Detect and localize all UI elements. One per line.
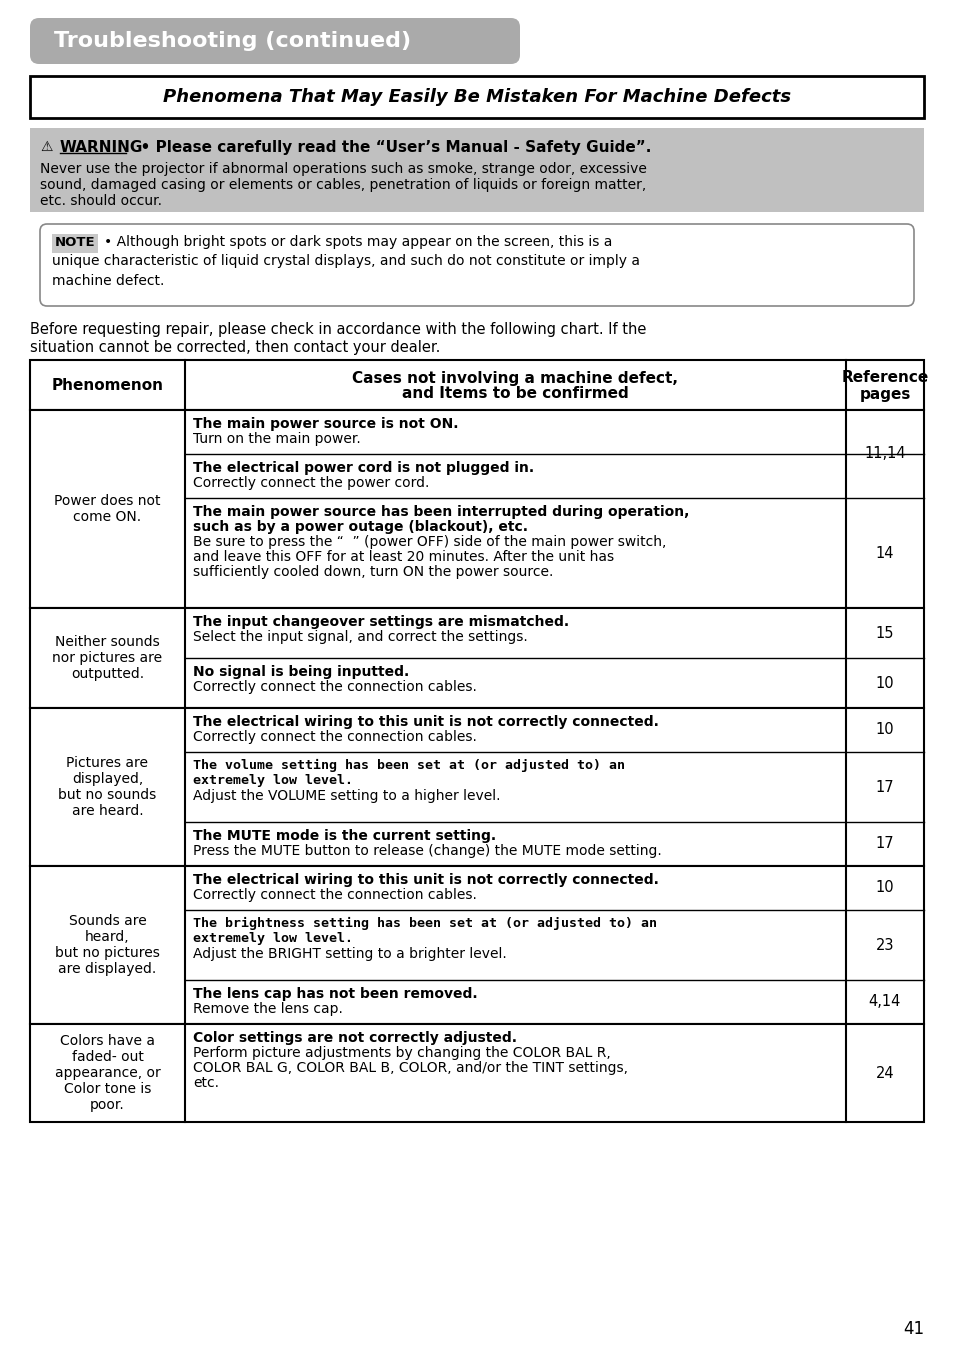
Text: The main power source has been interrupted during operation,: The main power source has been interrupt… bbox=[193, 505, 689, 519]
Bar bbox=[30, 127, 923, 211]
Text: The input changeover settings are mismatched.: The input changeover settings are mismat… bbox=[193, 615, 569, 629]
Text: Correctly connect the connection cables.: Correctly connect the connection cables. bbox=[193, 680, 476, 694]
Text: 24: 24 bbox=[875, 1065, 893, 1080]
Text: The electrical wiring to this unit is not correctly connected.: The electrical wiring to this unit is no… bbox=[193, 873, 659, 888]
Bar bbox=[30, 411, 923, 608]
Text: 10: 10 bbox=[875, 722, 893, 737]
Bar bbox=[30, 360, 923, 411]
Text: Perform picture adjustments by changing the COLOR BAL R,: Perform picture adjustments by changing … bbox=[193, 1046, 610, 1060]
Text: 14: 14 bbox=[875, 546, 893, 561]
Text: The brightness setting has been set at (or adjusted to) an: The brightness setting has been set at (… bbox=[193, 917, 657, 930]
Text: Troubleshooting (continued): Troubleshooting (continued) bbox=[54, 31, 411, 51]
Text: Neither sounds
nor pictures are
outputted.: Neither sounds nor pictures are outputte… bbox=[52, 634, 162, 682]
Text: Correctly connect the connection cables.: Correctly connect the connection cables. bbox=[193, 888, 476, 902]
Text: Phenomena That May Easily Be Mistaken For Machine Defects: Phenomena That May Easily Be Mistaken Fo… bbox=[163, 88, 790, 106]
Text: The electrical power cord is not plugged in.: The electrical power cord is not plugged… bbox=[193, 461, 534, 476]
Bar bbox=[30, 608, 923, 709]
Text: Colors have a
faded- out
appearance, or
Color tone is
poor.: Colors have a faded- out appearance, or … bbox=[54, 1034, 160, 1112]
Text: 4,14: 4,14 bbox=[868, 995, 901, 1009]
Text: 10: 10 bbox=[875, 881, 893, 896]
Text: machine defect.: machine defect. bbox=[52, 274, 164, 289]
Text: 11,14: 11,14 bbox=[863, 447, 904, 462]
Text: Be sure to press the “  ” (power OFF) side of the main power switch,: Be sure to press the “ ” (power OFF) sid… bbox=[193, 535, 666, 549]
Text: Correctly connect the connection cables.: Correctly connect the connection cables. bbox=[193, 730, 476, 744]
Text: and leave this OFF for at least 20 minutes. After the unit has: and leave this OFF for at least 20 minut… bbox=[193, 550, 614, 564]
Text: sound, damaged casing or elements or cables, penetration of liquids or foreign m: sound, damaged casing or elements or cab… bbox=[40, 178, 645, 192]
Text: • Although bright spots or dark spots may appear on the screen, this is a: • Although bright spots or dark spots ma… bbox=[104, 234, 612, 249]
Text: extremely low level.: extremely low level. bbox=[193, 932, 353, 944]
Text: 17: 17 bbox=[875, 779, 893, 794]
Text: Power does not
come ON.: Power does not come ON. bbox=[54, 495, 161, 524]
Text: Adjust the BRIGHT setting to a brighter level.: Adjust the BRIGHT setting to a brighter … bbox=[193, 947, 506, 961]
Text: Before requesting repair, please check in accordance with the following chart. I: Before requesting repair, please check i… bbox=[30, 322, 646, 337]
Text: Select the input signal, and correct the settings.: Select the input signal, and correct the… bbox=[193, 630, 527, 644]
Text: etc. should occur.: etc. should occur. bbox=[40, 194, 162, 209]
Text: Reference: Reference bbox=[841, 370, 927, 386]
Text: No signal is being inputted.: No signal is being inputted. bbox=[193, 665, 409, 679]
Text: WARNING: WARNING bbox=[60, 140, 143, 154]
Text: Press the MUTE button to release (change) the MUTE mode setting.: Press the MUTE button to release (change… bbox=[193, 844, 661, 858]
Text: 15: 15 bbox=[875, 626, 893, 641]
Text: situation cannot be corrected, then contact your dealer.: situation cannot be corrected, then cont… bbox=[30, 340, 440, 355]
Text: 17: 17 bbox=[875, 836, 893, 851]
Bar bbox=[30, 866, 923, 1024]
Text: Phenomenon: Phenomenon bbox=[51, 378, 163, 393]
Text: NOTE: NOTE bbox=[54, 237, 95, 249]
Text: extremely low level.: extremely low level. bbox=[193, 774, 353, 787]
Text: and Items to be confirmed: and Items to be confirmed bbox=[402, 386, 628, 401]
Text: The electrical wiring to this unit is not correctly connected.: The electrical wiring to this unit is no… bbox=[193, 715, 659, 729]
Text: The lens cap has not been removed.: The lens cap has not been removed. bbox=[193, 986, 477, 1001]
Text: Color settings are not correctly adjusted.: Color settings are not correctly adjuste… bbox=[193, 1031, 517, 1045]
Text: etc.: etc. bbox=[193, 1076, 219, 1089]
Bar bbox=[30, 76, 923, 118]
Text: unique characteristic of liquid crystal displays, and such do not constitute or : unique characteristic of liquid crystal … bbox=[52, 253, 639, 268]
Text: The main power source is not ON.: The main power source is not ON. bbox=[193, 417, 458, 431]
Text: Remove the lens cap.: Remove the lens cap. bbox=[193, 1001, 342, 1016]
FancyBboxPatch shape bbox=[40, 224, 913, 306]
Text: sufficiently cooled down, turn ON the power source.: sufficiently cooled down, turn ON the po… bbox=[193, 565, 553, 579]
Text: 10: 10 bbox=[875, 676, 893, 691]
Text: Pictures are
displayed,
but no sounds
are heard.: Pictures are displayed, but no sounds ar… bbox=[58, 756, 156, 818]
Text: The MUTE mode is the current setting.: The MUTE mode is the current setting. bbox=[193, 829, 496, 843]
Text: Correctly connect the power cord.: Correctly connect the power cord. bbox=[193, 476, 429, 491]
Text: COLOR BAL G, COLOR BAL B, COLOR, and/or the TINT settings,: COLOR BAL G, COLOR BAL B, COLOR, and/or … bbox=[193, 1061, 627, 1075]
Text: 23: 23 bbox=[875, 938, 893, 953]
Text: ⚠: ⚠ bbox=[40, 140, 52, 154]
Text: Sounds are
heard,
but no pictures
are displayed.: Sounds are heard, but no pictures are di… bbox=[55, 913, 160, 977]
Bar bbox=[30, 709, 923, 866]
Text: • Please carefully read the “User’s Manual - Safety Guide”.: • Please carefully read the “User’s Manu… bbox=[130, 140, 651, 154]
Text: 41: 41 bbox=[902, 1320, 923, 1337]
Text: such as by a power outage (blackout), etc.: such as by a power outage (blackout), et… bbox=[193, 520, 527, 534]
Text: pages: pages bbox=[859, 386, 910, 401]
Text: Adjust the VOLUME setting to a higher level.: Adjust the VOLUME setting to a higher le… bbox=[193, 789, 500, 804]
Bar bbox=[30, 1024, 923, 1122]
Text: The volume setting has been set at (or adjusted to) an: The volume setting has been set at (or a… bbox=[193, 759, 624, 772]
FancyBboxPatch shape bbox=[30, 18, 519, 64]
Bar bbox=[52, 234, 98, 253]
Text: Turn on the main power.: Turn on the main power. bbox=[193, 432, 360, 446]
Text: Never use the projector if abnormal operations such as smoke, strange odor, exce: Never use the projector if abnormal oper… bbox=[40, 163, 646, 176]
Text: Cases not involving a machine defect,: Cases not involving a machine defect, bbox=[352, 370, 678, 386]
